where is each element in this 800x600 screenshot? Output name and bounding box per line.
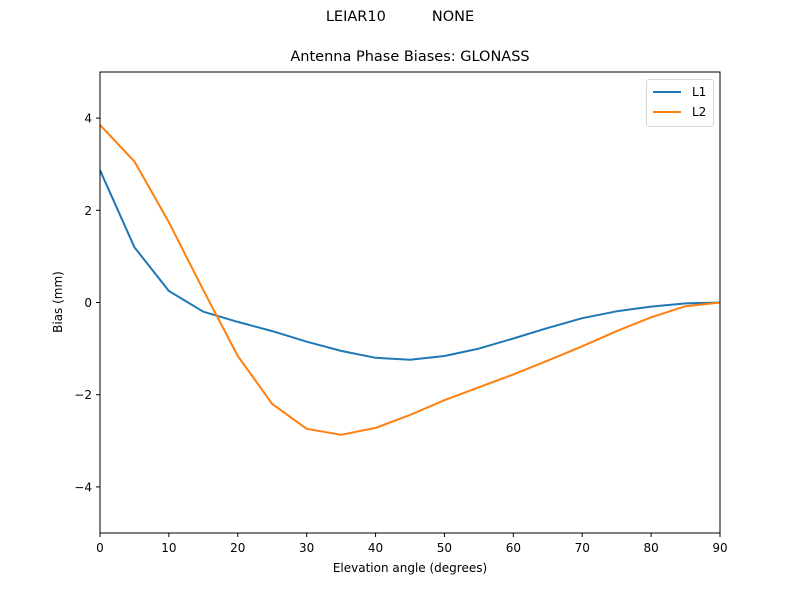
x-tick-label: 80: [643, 541, 658, 555]
y-tick-label: 2: [84, 204, 92, 218]
chart-title: Antenna Phase Biases: GLONASS: [290, 49, 530, 65]
x-tick-label: 20: [230, 541, 245, 555]
series-line-l2: [99, 124, 721, 436]
figure-suptitle: LEIAR10 NONE: [325, 9, 475, 25]
x-tick-label: 0: [96, 541, 104, 555]
x-axis-ticks: 0 10 20 30 40 50 60 70 80 90: [96, 533, 728, 555]
y-tick-label: −4: [74, 480, 92, 494]
y-tick-label: −2: [74, 388, 92, 402]
legend: L1 L2: [646, 79, 714, 127]
y-axis-label: Bias (mm): [51, 271, 65, 333]
x-tick-label: 90: [712, 541, 727, 555]
x-tick-label: 30: [299, 541, 314, 555]
legend-item-l1: L1: [653, 85, 706, 99]
legend-label-l2: L2: [692, 105, 707, 119]
y-tick-label: 0: [84, 296, 92, 310]
x-axis-label: Elevation angle (degrees): [332, 561, 488, 575]
x-tick-label: 70: [575, 541, 590, 555]
legend-swatch-l1: [653, 91, 681, 93]
x-tick-label: 10: [161, 541, 176, 555]
x-tick-label: 40: [368, 541, 383, 555]
x-tick-label: 50: [437, 541, 452, 555]
y-tick-label: 4: [84, 112, 92, 126]
legend-swatch-l2: [653, 111, 681, 113]
data-lines: [99, 124, 721, 436]
y-axis-ticks: −4 −2 0 2 4: [74, 112, 100, 494]
axes-frame: [99, 71, 721, 534]
series-line-l1: [99, 169, 721, 361]
x-tick-label: 60: [506, 541, 521, 555]
legend-item-l2: L2: [653, 105, 706, 119]
legend-label-l1: L1: [692, 85, 707, 99]
